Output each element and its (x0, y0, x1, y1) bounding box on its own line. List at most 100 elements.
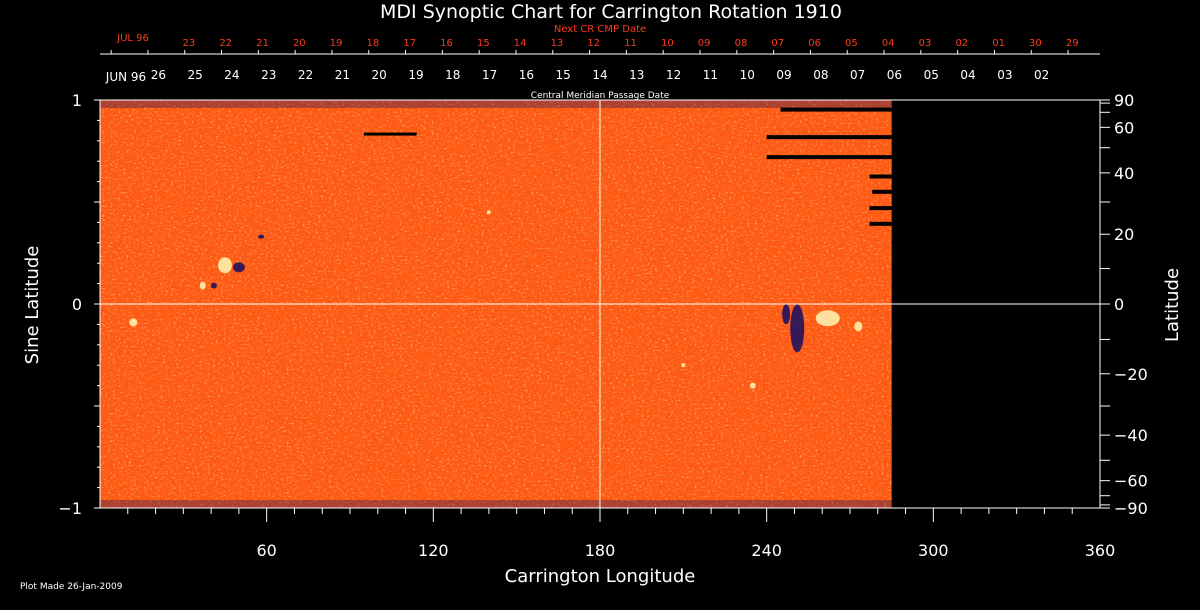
right-tick-label: 90 (1114, 91, 1134, 110)
cmp-date-label: 17 (482, 68, 497, 82)
next-cmp-date-label: 07 (771, 38, 784, 49)
right-tick-label: −60 (1114, 472, 1148, 491)
x-axis-ticks: 60 120 180 240 300 360 (128, 508, 1115, 560)
right-tick-label: −40 (1114, 426, 1148, 445)
next-cmp-date-label: 20 (293, 38, 306, 49)
plot-area (100, 96, 1100, 512)
next-cmp-date-label: 15 (477, 38, 490, 49)
next-cmp-date-label: 01 (992, 38, 1005, 49)
right-tick-label: −90 (1114, 499, 1148, 518)
next-cmp-date-label: Next CR CMP Date (554, 24, 646, 35)
next-cmp-month-label: JUL 96 (116, 33, 149, 44)
cmp-date-label: 08 (813, 68, 828, 82)
next-cmp-date-label: 03 (919, 38, 932, 49)
next-cmp-ticks: 23 22 21 20 19 18 17 16 15 14 13 12 11 10 09 08 07 06 05 04… (111, 38, 1078, 54)
next-cmp-date-label: 21 (256, 38, 269, 49)
data-gap-line (781, 108, 892, 112)
cmp-date-label: 05 (924, 68, 939, 82)
cmp-date-label: 03 (997, 68, 1012, 82)
active-region (782, 304, 790, 324)
cmp-date-label: 10 (740, 68, 755, 82)
cmp-date-label: 18 (445, 68, 460, 82)
active-region (200, 282, 206, 290)
data-gap-line (869, 175, 891, 179)
next-cmp-date-label: 23 (183, 38, 196, 49)
next-cmp-date-label: 11 (624, 38, 637, 49)
next-cmp-date-label: 29 (1066, 38, 1079, 49)
polar-noise-band (100, 500, 892, 512)
next-cmp-date-label: 12 (587, 38, 600, 49)
cmp-month-label: JUN 96 (105, 70, 146, 84)
x-tick-label: 120 (418, 541, 449, 560)
next-cmp-date-label: 02 (955, 38, 968, 49)
next-cmp-date-label: 05 (845, 38, 858, 49)
cmp-date-label: 11 (703, 68, 718, 82)
data-gap-line (872, 190, 891, 194)
cmp-date-label: 25 (187, 68, 202, 82)
cmp-date-label: 24 (224, 68, 239, 82)
right-tick-label: 40 (1114, 164, 1134, 183)
right-tick-label: −20 (1114, 365, 1148, 384)
next-cmp-date-label: 08 (735, 38, 748, 49)
next-cmp-date-label: 10 (661, 38, 674, 49)
cmp-date-label: 16 (519, 68, 534, 82)
cmp-date-label: 04 (960, 68, 975, 82)
next-cmp-date-label: 18 (367, 38, 380, 49)
right-axis-ticks: 90 60 40 20 0 −20 −40 −60 −90 (1100, 91, 1148, 518)
data-gap-line (767, 155, 892, 159)
x-tick-label: 60 (256, 541, 276, 560)
data-gap-line (869, 206, 891, 210)
next-cmp-date-label: 06 (808, 38, 821, 49)
chart-title: MDI Synoptic Chart for Carrington Rotati… (380, 1, 842, 23)
cmp-date-label: 07 (850, 68, 865, 82)
active-region (211, 283, 217, 289)
right-axis-label: Latitude (1162, 268, 1183, 342)
cmp-date-label: 21 (335, 68, 350, 82)
next-cmp-date-label: 14 (514, 38, 527, 49)
cmp-date-label: 20 (372, 68, 387, 82)
active-region (816, 310, 840, 326)
data-gap-line (364, 133, 417, 136)
cmp-ticks: 26 25 24 23 22 21 20 19 18 17 16 15 14 13 12 11 10 09 08 07… (151, 68, 1050, 82)
active-region (681, 363, 685, 367)
cmp-date-label: 14 (592, 68, 607, 82)
cmp-date-label: 19 (408, 68, 423, 82)
next-cmp-date-label: 16 (440, 38, 453, 49)
active-region (487, 210, 491, 214)
data-gap-line (767, 135, 892, 139)
cmp-date-label: 02 (1034, 68, 1049, 82)
left-tick-label: 1 (72, 91, 82, 110)
plot-made-note: Plot Made 26-Jan-2009 (20, 582, 123, 592)
next-cmp-date-label: 30 (1029, 38, 1042, 49)
right-tick-label: 0 (1114, 295, 1124, 314)
x-axis-label: Carrington Longitude (505, 566, 696, 587)
active-region (129, 318, 137, 326)
x-tick-label: 300 (918, 541, 949, 560)
cmp-date-label: 22 (298, 68, 313, 82)
active-region (258, 235, 264, 239)
active-region (750, 383, 756, 389)
cmp-date-label: 06 (887, 68, 902, 82)
active-region (854, 321, 862, 331)
next-cmp-date-label: 19 (330, 38, 343, 49)
cmp-date-label: 15 (556, 68, 571, 82)
polar-noise-band (100, 96, 892, 108)
left-tick-label: 0 (72, 295, 82, 314)
next-cmp-date-label: 13 (551, 38, 564, 49)
cmp-date-label: 09 (776, 68, 791, 82)
x-tick-label: 180 (585, 541, 616, 560)
left-axis-ticks: 10−1 (58, 91, 100, 518)
cmp-date-label: 26 (151, 68, 166, 82)
next-cmp-date-label: 22 (219, 38, 232, 49)
active-region (233, 262, 245, 272)
cmp-date-label: 23 (261, 68, 276, 82)
left-axis-label: Sine Latitude (22, 246, 43, 365)
right-tick-label: 20 (1114, 225, 1134, 244)
x-tick-label: 360 (1085, 541, 1116, 560)
next-cmp-date-label: 04 (882, 38, 895, 49)
active-region (790, 304, 804, 352)
next-cmp-date-label: 09 (698, 38, 711, 49)
active-region (218, 257, 232, 273)
data-gap-line (869, 222, 891, 226)
